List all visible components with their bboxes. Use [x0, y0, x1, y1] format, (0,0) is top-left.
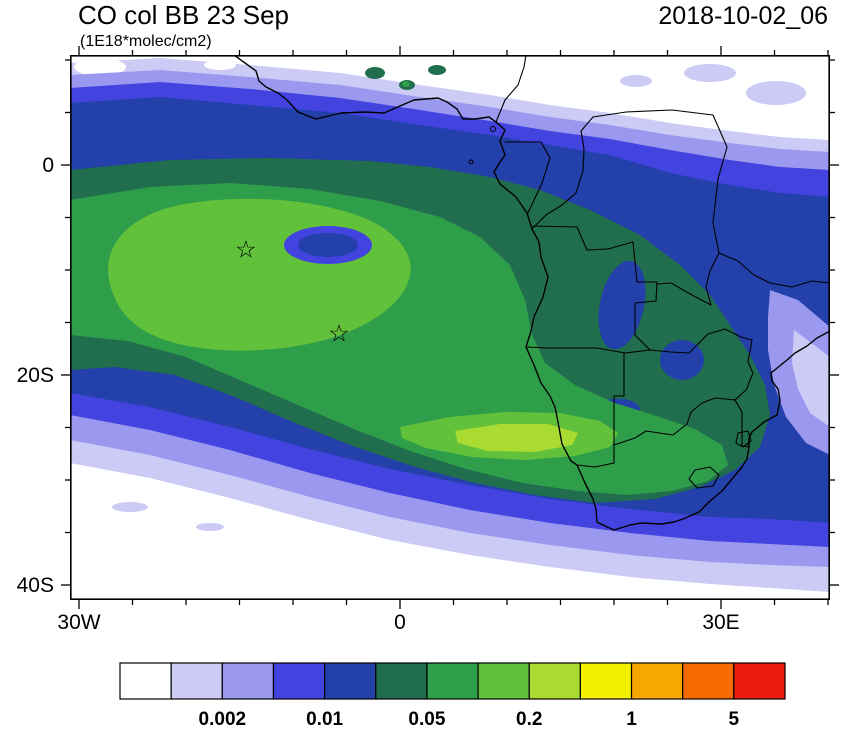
ytick-label-40s: 40S — [17, 574, 54, 597]
colorbar-tick-label: 0.01 — [306, 709, 343, 730]
colorbar-cell — [375, 662, 428, 700]
colorbar-tick-label: 1 — [626, 709, 637, 730]
contour-layer-yellow-green — [455, 424, 578, 452]
colorbar-tick-label: 0.05 — [408, 709, 445, 730]
colorbar-tick-label: 5 — [729, 709, 740, 730]
colorbar-cell — [272, 662, 326, 700]
island — [490, 126, 496, 132]
lavender-patch — [684, 64, 736, 82]
colorbar: 0.002 0.01 0.05 0.2 1 5 — [119, 662, 786, 730]
island — [468, 159, 474, 165]
country-borders — [495, 55, 830, 489]
coastal-speck — [428, 65, 446, 75]
colorbar-cell — [477, 662, 530, 700]
eswatini-outline — [735, 430, 752, 448]
xtick-label-0: 0 — [394, 611, 406, 634]
coastal-speck — [365, 67, 385, 79]
coastal-speck — [402, 81, 410, 87]
navy-streak — [660, 340, 704, 380]
colorbar-cell — [733, 662, 786, 700]
colorbar-cell — [119, 662, 172, 700]
ytick-label-20s: 20S — [17, 364, 54, 387]
colorbar-cell — [579, 662, 633, 700]
white-curl — [204, 60, 236, 70]
colorbar-cell — [221, 662, 275, 700]
colorbar-tick-label: 0.2 — [516, 709, 542, 730]
ytick-label-0: 0 — [42, 154, 54, 177]
lesotho-outline — [688, 466, 720, 489]
star-marker-icon: ☆ — [328, 320, 350, 347]
colorbar-labels: 0.002 0.01 0.05 0.2 1 5 — [199, 709, 740, 730]
colorbar-cell — [324, 662, 377, 700]
colorbar-cell — [630, 662, 684, 700]
lavender-wisp — [196, 523, 224, 531]
map-canvas: ☆☆ — [70, 55, 830, 600]
colorbar-cell — [426, 662, 479, 700]
units-label: (1E18*molec/cm2) — [80, 33, 212, 50]
xtick-label-30e: 30E — [702, 611, 739, 634]
station-markers: ☆☆ — [235, 236, 350, 347]
colorbar-tick-label: 0.002 — [199, 709, 247, 730]
lavender-wisp — [112, 502, 148, 512]
colorbar-cell — [528, 662, 581, 700]
xtick-label-30w: 30W — [57, 611, 100, 634]
plot-frame — [70, 55, 831, 601]
axis-ticks — [61, 46, 839, 609]
datestamp: 2018-10-02_06 — [658, 2, 828, 30]
lavender-patch — [746, 81, 806, 105]
lavender-patch — [620, 75, 652, 87]
east-pale-patch-inner — [792, 330, 830, 427]
page-title: CO col BB 23 Sep — [78, 0, 289, 30]
colorbar-cells — [119, 662, 786, 700]
plot-area: ☆☆ — [61, 46, 839, 609]
coastline — [233, 55, 830, 531]
white-curl — [74, 58, 126, 76]
minimum-hole-navy — [298, 233, 358, 257]
colorbar-cell — [170, 662, 223, 700]
navy-streak — [598, 260, 646, 350]
star-marker-icon: ☆ — [235, 236, 257, 263]
colorbar-cell — [682, 662, 735, 700]
